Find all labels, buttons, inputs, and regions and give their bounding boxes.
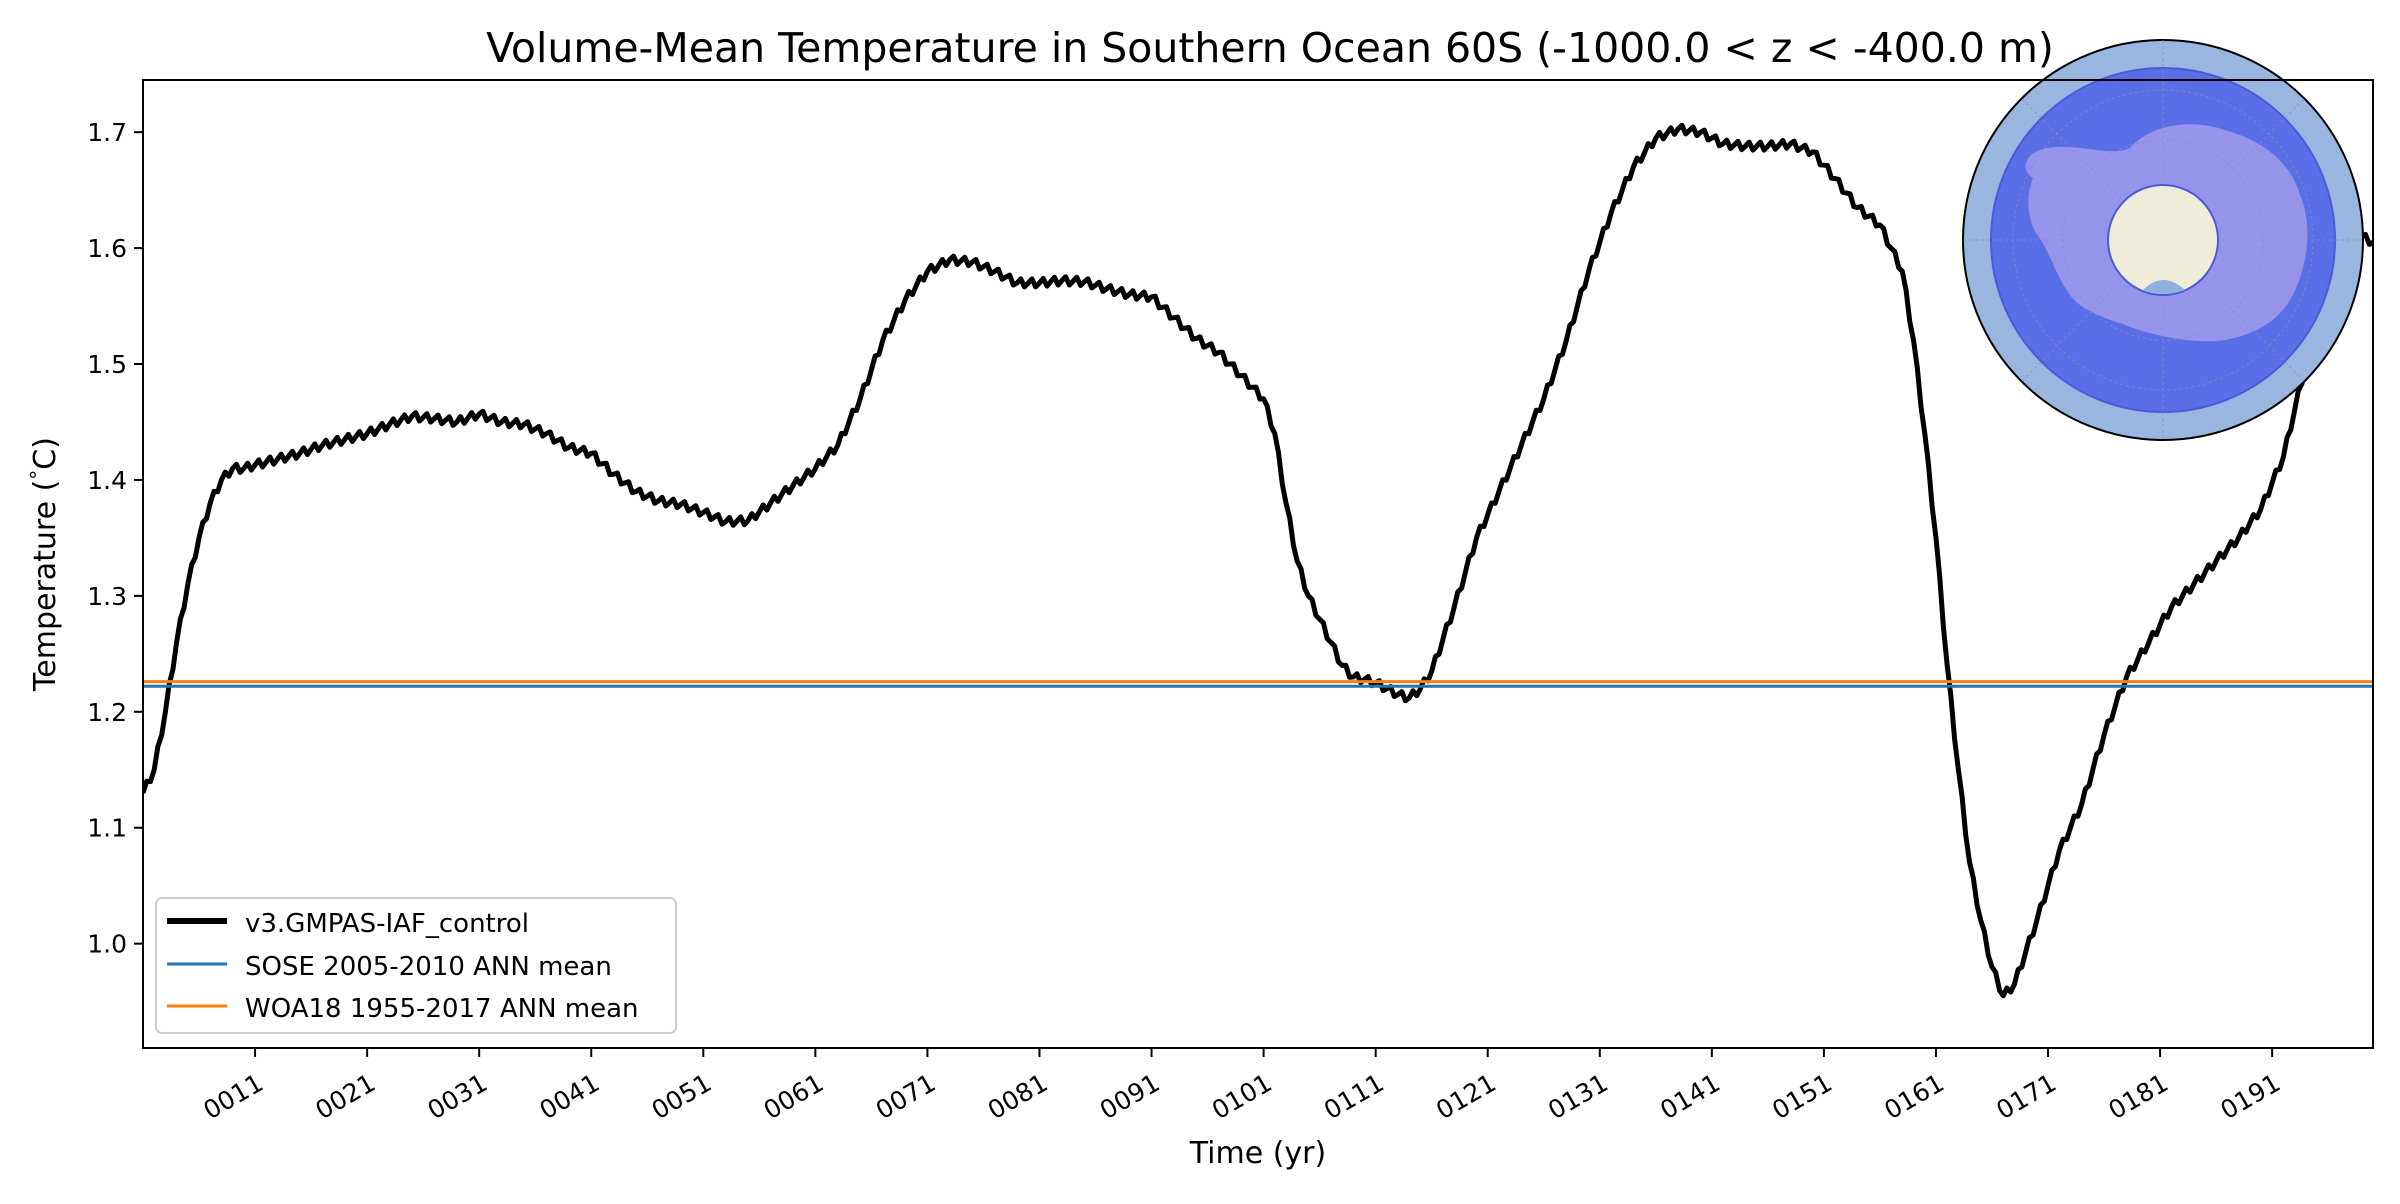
x-tick-label: 0181 [2103, 1068, 2173, 1125]
x-axis-label: Time (yr) [1189, 1136, 1326, 1171]
x-tick-label: 0171 [1991, 1068, 2061, 1125]
antarctica-polar-map-icon [1962, 39, 2364, 441]
x-tick-label: 0091 [1095, 1068, 1165, 1125]
legend: v3.GMPAS-IAF_control SOSE 2005-2010 ANN … [155, 897, 677, 1034]
legend-label-woa: WOA18 1955-2017 ANN mean [245, 994, 639, 1024]
y-axis-label-degree: ° [26, 470, 50, 480]
legend-label-sose: SOSE 2005-2010 ANN mean [245, 952, 612, 982]
y-tick-label: 1.7 [87, 118, 127, 147]
y-axis-label-part: Temperature ( [28, 480, 63, 692]
y-axis-ticks: 1.0 1.1 1.2 1.3 1.4 1.5 1.6 1.7 [87, 118, 143, 959]
x-tick-label: 0071 [871, 1068, 941, 1125]
series-line-model [143, 122, 2373, 999]
x-tick-label: 0111 [1319, 1068, 1389, 1125]
x-tick-label: 0061 [759, 1068, 829, 1125]
y-axis-label-part: C) [28, 437, 63, 470]
x-tick-label: 0031 [423, 1068, 493, 1125]
x-axis-ticks: 0011 0021 0031 0041 0051 0061 0071 0081 0091 0101… [198, 1048, 2285, 1125]
plot-frame [142, 79, 2374, 1049]
x-tick-label: 0151 [1767, 1068, 1837, 1125]
y-tick-label: 1.5 [87, 350, 127, 379]
x-tick-label: 0041 [535, 1068, 605, 1125]
series-layer [143, 122, 2373, 999]
x-tick-label: 0021 [311, 1068, 381, 1125]
legend-label-model: v3.GMPAS-IAF_control [245, 909, 529, 939]
chart-title: Volume-Mean Temperature in Southern Ocea… [486, 24, 2054, 72]
legend-box [155, 897, 677, 1034]
y-tick-label: 1.6 [87, 234, 127, 263]
x-tick-label: 0121 [1431, 1068, 1501, 1125]
y-tick-label: 1.4 [87, 466, 127, 495]
y-tick-label: 1.1 [87, 814, 127, 843]
y-tick-label: 1.2 [87, 698, 127, 727]
y-tick-label: 1.3 [87, 582, 127, 611]
x-tick-label: 0131 [1543, 1068, 1613, 1125]
x-tick-label: 0101 [1207, 1068, 1277, 1125]
x-tick-label: 0141 [1655, 1068, 1725, 1125]
x-tick-label: 0191 [2216, 1068, 2286, 1125]
x-tick-label: 0051 [647, 1068, 717, 1125]
y-tick-label: 1.0 [87, 930, 127, 959]
x-tick-label: 0081 [983, 1068, 1053, 1125]
y-axis-label: Temperature (°C) [26, 437, 63, 692]
x-tick-label: 0161 [1879, 1068, 1949, 1125]
x-tick-label: 0011 [198, 1068, 268, 1125]
